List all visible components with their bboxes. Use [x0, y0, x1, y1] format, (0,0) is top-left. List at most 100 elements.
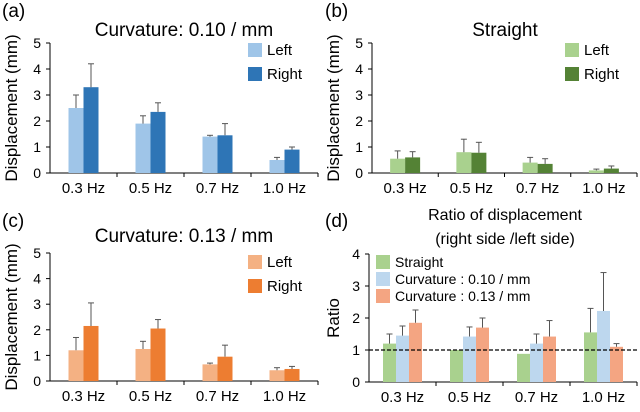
panel-d: (d) Ratio of displacement (right side /lef…	[324, 207, 638, 406]
legend-swatch	[248, 67, 262, 81]
bar-straight-03Hz	[383, 343, 396, 382]
panel-c: (c) Curvature: 0.13 / mm Displacement (mm)…	[2, 211, 319, 405]
x-tick-label: 0.3 Hz	[383, 180, 426, 197]
legend: Left Right	[565, 42, 620, 83]
bar-left-05Hz	[456, 152, 472, 173]
legend: Left Right	[248, 42, 303, 83]
x-tick-label: 1.0 Hz	[263, 388, 306, 405]
legend-swatch	[376, 272, 390, 286]
y-tick-label: 5	[33, 35, 41, 51]
y-tick-label: 3	[33, 87, 41, 103]
x-tick-label: 1.0 Hz	[582, 180, 625, 197]
x-tick-label: 0.5 Hz	[129, 388, 172, 405]
bar-right-03Hz	[405, 157, 421, 173]
x-tick-label: 0.3 Hz	[62, 388, 105, 405]
panel-label: (a)	[2, 1, 25, 22]
y-tick-label: 1	[33, 347, 41, 363]
legend-swatch	[565, 43, 579, 57]
y-tick-label: 3	[352, 278, 360, 294]
y-tick-label: 0	[33, 373, 41, 389]
legend-swatch	[248, 255, 262, 269]
bar-left-07Hz	[202, 364, 218, 381]
chart-title: Ratio of displacement	[428, 207, 582, 224]
y-tick-label: 1	[352, 342, 360, 358]
legend-label: Straight	[395, 254, 443, 270]
chart-title: Straight	[472, 20, 538, 41]
panel-a: (a) Curvature: 0.10 / mm Displacement (mm)…	[2, 1, 319, 197]
x-tick-label: 0.7 Hz	[196, 388, 239, 405]
legend-swatch	[376, 255, 390, 269]
y-tick-label: 2	[352, 310, 360, 326]
legend-swatch	[565, 67, 579, 81]
bar-straight-05Hz	[450, 350, 463, 382]
x-tick-label: 0.7 Hz	[196, 180, 239, 197]
legend-label: Left	[267, 42, 293, 59]
y-tick-label: 1	[355, 139, 363, 155]
bar-left-05Hz	[135, 349, 151, 381]
bar-right-05Hz	[150, 328, 166, 381]
bar-straight-10Hz	[584, 332, 597, 382]
legend-label: Right	[267, 278, 303, 295]
bar-right-07Hz	[217, 356, 233, 381]
y-axis-label: Displacement (mm)	[2, 34, 21, 181]
chart-title: Curvature: 0.13 / mm	[95, 226, 273, 247]
chart-title: Curvature: 0.10 / mm	[95, 20, 273, 41]
bar-left-03Hz	[68, 350, 84, 381]
bar-straight-07Hz	[517, 353, 530, 382]
bar-right-10Hz	[284, 149, 300, 173]
y-tick-label: 4	[33, 271, 41, 287]
bar-left-05Hz	[135, 123, 151, 173]
legend-label: Curvature : 0.13 / mm	[395, 288, 530, 304]
legend-label: Right	[584, 66, 620, 83]
legend-swatch	[376, 289, 390, 303]
legend-label: Left	[584, 42, 610, 59]
panel-label: (b)	[325, 1, 348, 22]
bar-right-10Hz	[284, 368, 300, 381]
bar-curvature-0-13-mm-07Hz	[543, 336, 556, 382]
x-tick-label: 0.7 Hz	[515, 389, 558, 406]
y-tick-label: 0	[33, 165, 41, 181]
legend-label: Left	[267, 254, 293, 271]
y-axis-label: Ratio	[324, 298, 343, 338]
bar-right-07Hz	[537, 163, 553, 173]
legend-swatch	[248, 279, 262, 293]
bar-curvature-0-13-mm-10Hz	[610, 346, 623, 382]
legend-label: Right	[267, 66, 303, 83]
bar-curvature-0-10-mm-07Hz	[530, 343, 543, 382]
x-tick-label: 0.5 Hz	[448, 389, 491, 406]
y-tick-label: 0	[352, 374, 360, 390]
bar-left-03Hz	[68, 108, 84, 173]
bar-right-10Hz	[603, 168, 619, 173]
x-tick-label: 0.3 Hz	[381, 389, 424, 406]
y-tick-label: 5	[33, 245, 41, 261]
y-tick-label: 3	[33, 296, 41, 312]
bar-right-07Hz	[217, 135, 233, 173]
bar-right-05Hz	[150, 111, 166, 173]
x-tick-label: 1.0 Hz	[263, 180, 306, 197]
legend-label: Curvature : 0.10 / mm	[395, 271, 530, 287]
y-tick-label: 1	[33, 139, 41, 155]
panel-label: (d)	[325, 211, 348, 232]
bar-right-03Hz	[83, 87, 99, 173]
x-tick-label: 0.5 Hz	[450, 180, 493, 197]
x-tick-label: 0.5 Hz	[129, 180, 172, 197]
bar-left-03Hz	[390, 158, 406, 173]
y-tick-label: 2	[33, 322, 41, 338]
bar-left-10Hz	[269, 160, 285, 173]
y-tick-label: 5	[355, 35, 363, 51]
bar-curvature-0-10-mm-10Hz	[597, 310, 610, 382]
y-tick-label: 4	[352, 246, 360, 262]
y-tick-label: 4	[355, 61, 363, 77]
chart-subtitle: (right side /left side)	[435, 231, 575, 248]
bar-left-07Hz	[522, 162, 538, 173]
legend: Left Right	[248, 254, 303, 295]
bar-left-10Hz	[588, 170, 604, 173]
bar-right-05Hz	[471, 152, 487, 173]
bar-curvature-0-13-mm-03Hz	[409, 322, 422, 382]
y-tick-label: 2	[355, 113, 363, 129]
y-tick-label: 3	[355, 87, 363, 103]
bar-left-07Hz	[202, 136, 218, 173]
y-tick-label: 4	[33, 61, 41, 77]
